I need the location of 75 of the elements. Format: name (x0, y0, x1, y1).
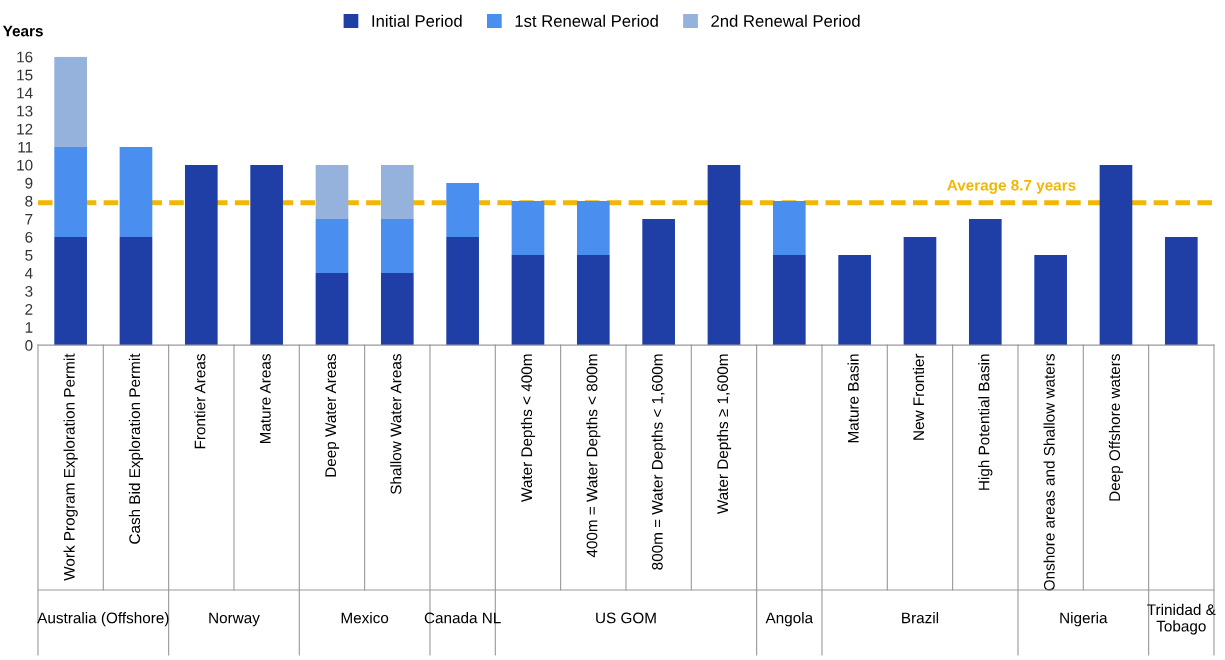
x-tick-label: 400m = Water Depths < 800m (586, 354, 601, 558)
bar (380, 164, 414, 219)
x-tick-label: Deep Offshore waters (1108, 354, 1124, 501)
x-tick-label: New Frontier (912, 353, 925, 440)
x-tick-label: Deep Water Areas (325, 354, 340, 477)
bar (968, 219, 1002, 346)
x-tick-label: Work Program Exploration Permit (63, 353, 78, 581)
text: Trinidad & Tobago (1147, 603, 1216, 635)
bar (511, 255, 545, 346)
x-tick-label: High Potential Basin (978, 354, 993, 490)
bar (1164, 237, 1198, 346)
y-tick-label: 4 (24, 268, 33, 279)
text: Nigeria (1060, 612, 1108, 627)
text: US GOM (596, 612, 656, 624)
x-tick-label: Frontier Areas (194, 354, 206, 449)
bar (119, 237, 153, 346)
y-axis-title: Years (2, 25, 43, 37)
y-tick-label: 1 (25, 322, 33, 333)
bar (1099, 164, 1133, 346)
x-tick-label: Mature Basin (847, 354, 859, 443)
legend-label: 2nd Renewal Period (711, 14, 860, 27)
bar (511, 200, 545, 256)
y-tick-label: 12 (17, 123, 33, 135)
x-tick-label: Mature Areas (260, 354, 271, 444)
bar (380, 219, 414, 274)
ref-line-label: Average 8.7 years (947, 179, 1076, 194)
y-tick-label: 7 (25, 214, 33, 225)
y-tick-label: 15 (17, 69, 33, 81)
bar (250, 164, 283, 346)
x-tick-label: Water Depths ≥ 1,600m (716, 354, 732, 515)
bar (772, 255, 806, 346)
bar (54, 146, 87, 238)
y-tick-label: 5 (25, 250, 33, 261)
bar (446, 237, 479, 346)
x-tick-label: Shallow Water Areas (390, 354, 402, 495)
y-tick-label: 14 (17, 87, 33, 99)
text: Mexico (341, 612, 389, 624)
x-tick-label: Cash Bid Exploration Permit (128, 353, 144, 544)
bar (315, 273, 349, 346)
x-tick-label: Onshore areas and Shallow waters (1043, 354, 1055, 591)
y-tick-label: 9 (25, 177, 33, 189)
x-tick-label: 800m = Water Depths < 1,600m (651, 354, 666, 570)
bar (642, 219, 675, 346)
bar (772, 200, 806, 256)
y-tick-label: 0 (25, 340, 33, 351)
bar (707, 164, 741, 346)
x-tick-label: Water Depths < 400m (520, 354, 536, 502)
y-tick-label: 16 (17, 51, 33, 63)
bar (446, 182, 479, 238)
bar (54, 56, 87, 147)
text: Canada NL (424, 612, 501, 624)
bar (576, 255, 610, 346)
text: Australia (Offshore) (37, 612, 169, 627)
bar (184, 164, 218, 346)
bar (54, 237, 87, 346)
text: Norway (209, 612, 260, 627)
y-tick-label: 13 (17, 105, 33, 117)
bar (315, 219, 349, 274)
y-tick-label: 10 (17, 159, 33, 171)
bar (119, 146, 153, 238)
y-tick-label: 3 (25, 285, 33, 297)
bar (315, 164, 349, 219)
y-tick-label: 8 (25, 195, 33, 207)
y-tick-label: 2 (25, 304, 33, 315)
legend-label: 1st Renewal Period (515, 14, 658, 27)
bar (1034, 255, 1067, 346)
bar (903, 237, 937, 346)
legend-label: Initial Period (372, 14, 462, 27)
bar (576, 200, 610, 256)
bar (380, 273, 414, 346)
text: Brazil (902, 612, 939, 624)
text: Angola (765, 612, 814, 627)
bar (838, 255, 871, 346)
y-tick-label: 6 (25, 231, 33, 243)
y-tick-label: 11 (18, 141, 33, 153)
